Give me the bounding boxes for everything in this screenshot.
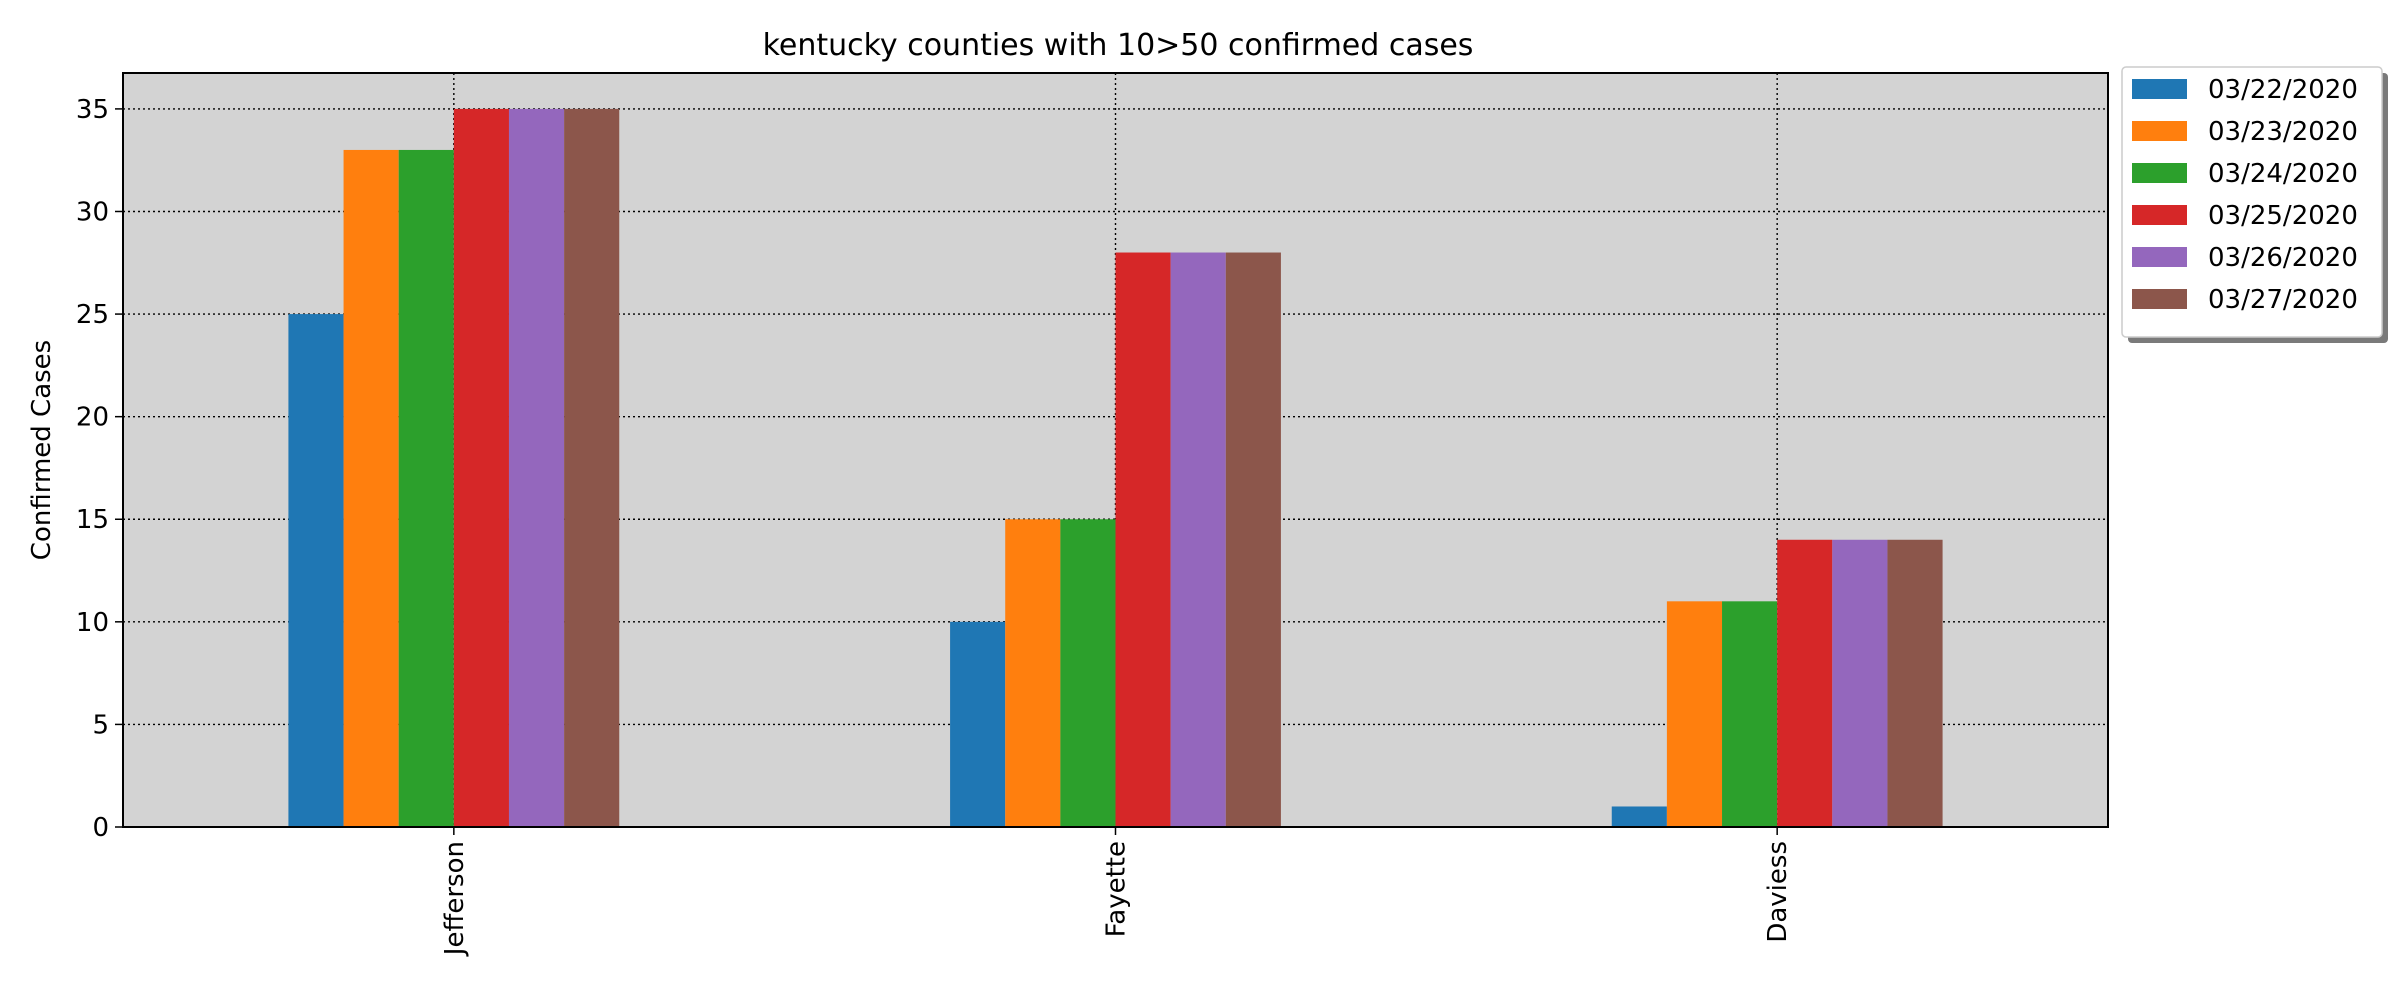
legend-swatch <box>2132 205 2187 225</box>
bar <box>1611 806 1667 827</box>
legend-swatch <box>2132 289 2187 309</box>
y-tick-label: 15 <box>76 505 109 535</box>
y-tick-label: 35 <box>76 95 109 125</box>
legend-swatch <box>2132 247 2187 267</box>
y-tick-label: 30 <box>76 197 109 227</box>
y-axis-label-group: Confirmed Cases <box>27 340 57 560</box>
legend: 03/22/2020 03/23/2020 03/24/2020 03/25/2020… <box>2121 66 2388 343</box>
y-axis-label: Confirmed Cases <box>27 340 57 560</box>
bar <box>1060 519 1116 827</box>
bar <box>564 108 620 827</box>
bar <box>1225 252 1281 827</box>
bar <box>1777 539 1833 827</box>
y-tick-label: 10 <box>76 608 109 638</box>
legend-label: 03/22/2020 <box>2208 75 2358 105</box>
bar <box>398 149 454 827</box>
legend-label: 03/26/2020 <box>2208 243 2358 273</box>
bar <box>343 149 399 827</box>
y-tick-label: 20 <box>76 403 109 433</box>
plot-area: 0 5 10 15 20 25 30 35 Jefferson Fayette Daviess <box>76 72 2109 957</box>
legend-swatch <box>2132 79 2187 99</box>
y-tick-label: 25 <box>76 300 109 330</box>
bar <box>453 108 509 827</box>
y-tick-label: 5 <box>92 710 109 740</box>
bar <box>1832 539 1888 827</box>
bar <box>1887 539 1943 827</box>
legend-label: 03/25/2020 <box>2208 201 2358 231</box>
bar <box>1722 601 1778 827</box>
legend-label: 03/23/2020 <box>2208 117 2358 147</box>
y-tick-label: 0 <box>92 813 109 843</box>
legend-swatch <box>2132 121 2187 141</box>
bar <box>288 314 344 827</box>
chart-title: kentucky counties with 10>50 confirmed c… <box>763 28 1474 63</box>
legend-label: 03/24/2020 <box>2208 159 2358 189</box>
bar <box>1666 601 1723 827</box>
legend-label: 03/27/2020 <box>2208 285 2358 315</box>
legend-swatch <box>2132 163 2187 183</box>
bar <box>1170 252 1226 827</box>
bar <box>1115 252 1171 827</box>
bar <box>1005 519 1061 827</box>
bar <box>508 108 565 827</box>
x-tick-label: Jefferson <box>440 841 470 957</box>
bar <box>950 621 1006 827</box>
x-tick-label: Daviess <box>1763 841 1793 943</box>
x-tick-label: Fayette <box>1102 841 1132 937</box>
